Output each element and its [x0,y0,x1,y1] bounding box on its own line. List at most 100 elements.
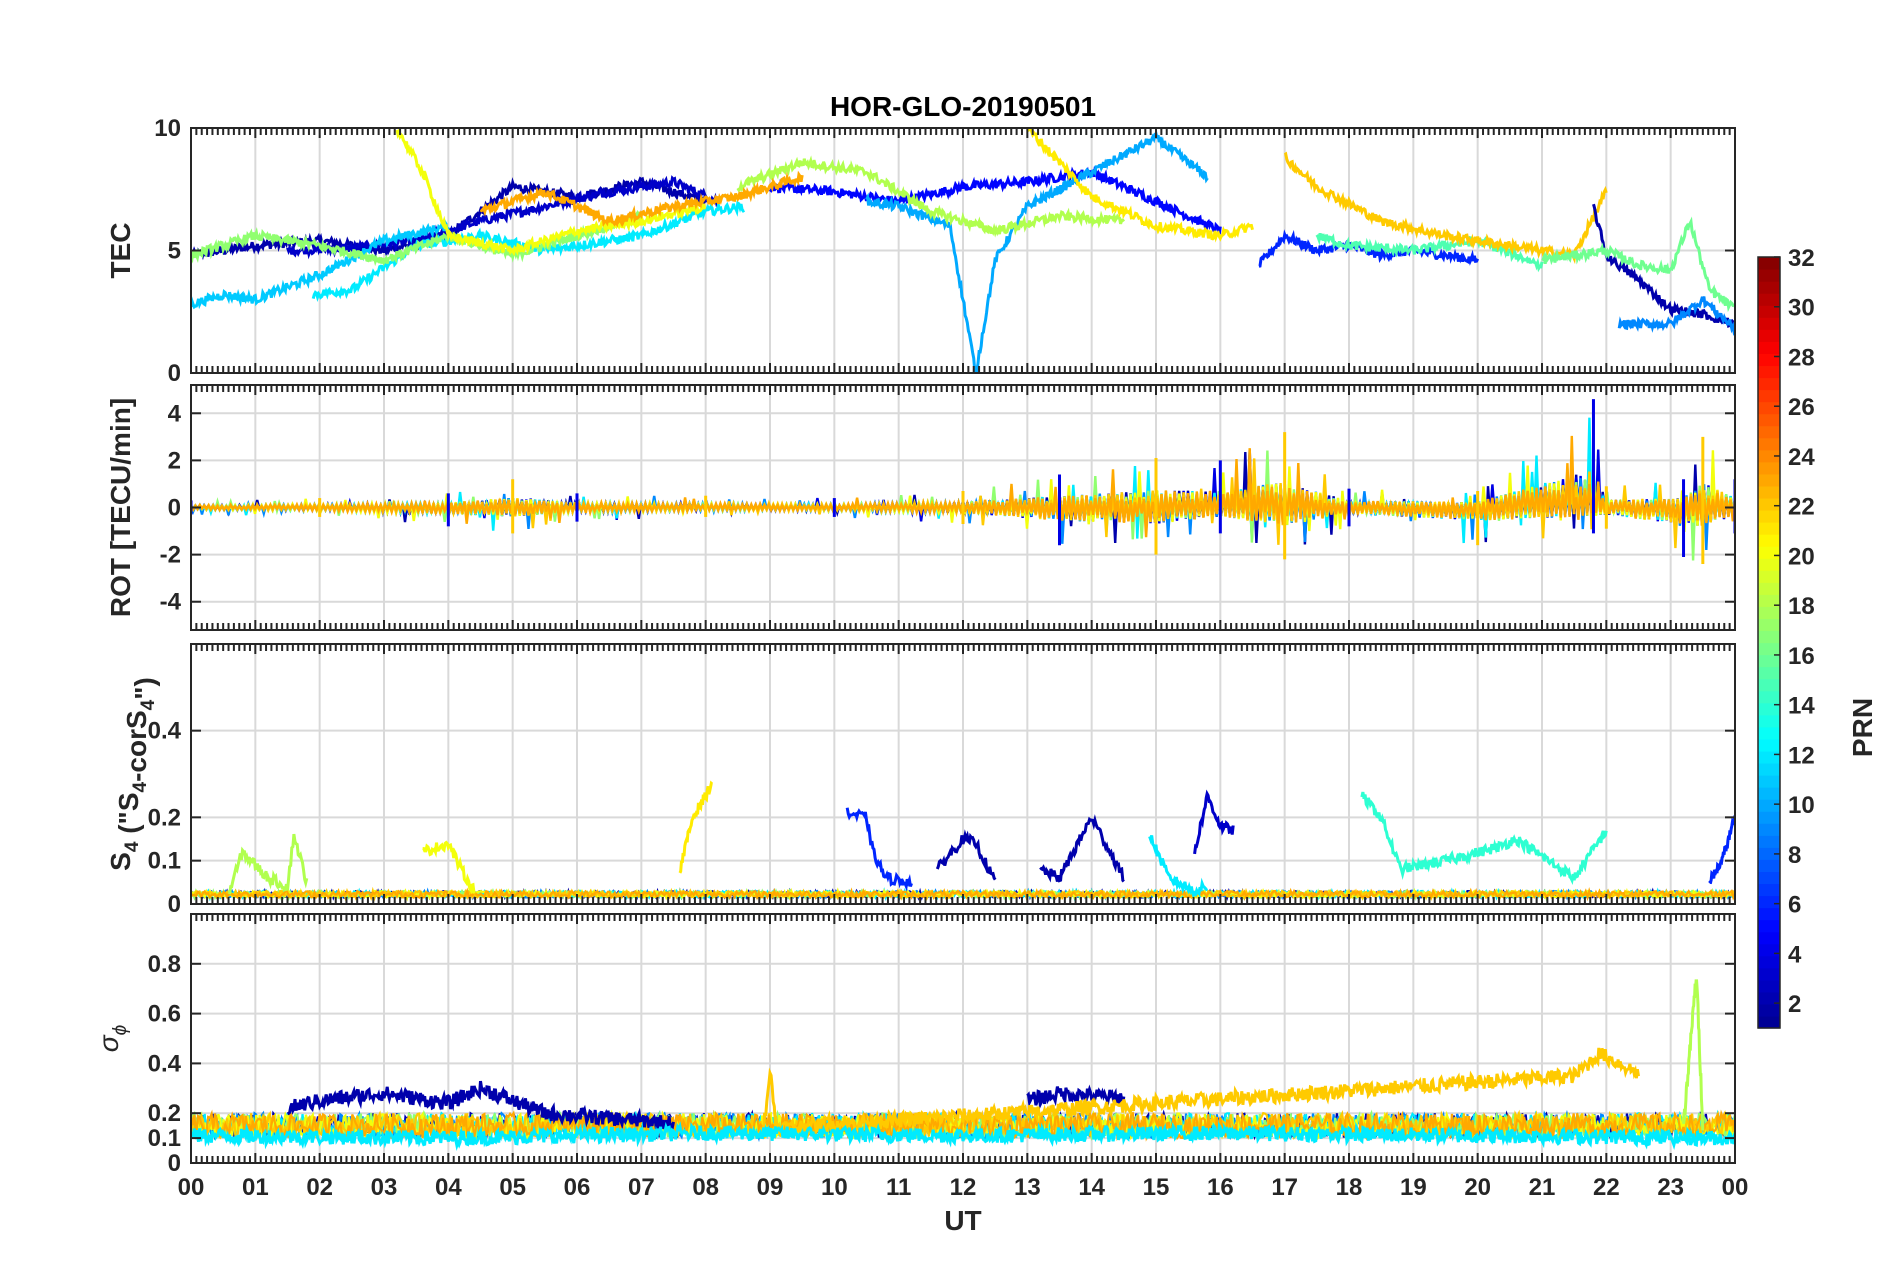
colorbar-tick-label: 28 [1788,344,1815,371]
colorbar-segment [1758,714,1780,728]
tec-series-prn-17 [191,210,643,267]
colorbar-segment [1758,437,1780,451]
colorbar-segment [1758,546,1780,559]
y-tick-label: 0.6 [148,1001,181,1028]
colorbar-segment [1758,509,1780,523]
tec-series-prn-18 [736,155,1126,238]
colorbar-segment [1758,726,1780,740]
colorbar-segment [1758,1003,1780,1017]
sigma-series-prn-12 [191,1121,1735,1152]
colorbar-segment [1758,305,1780,318]
x-tick-label: 03 [371,1174,398,1201]
colorbar-tick-label: 16 [1788,643,1815,670]
colorbar-segment [1758,257,1780,270]
y-tick-label: 0.4 [148,1050,182,1077]
x-tick-label: 14 [1078,1174,1105,1201]
y-tick-label: 0.2 [148,804,181,831]
y-tick-label: 0 [168,360,181,387]
x-tick-label: 21 [1529,1174,1556,1201]
colorbar-segment [1758,762,1780,776]
y-tick-label: 0.8 [148,951,181,978]
y-tick-label: 0.1 [148,1125,181,1152]
colorbar-segment [1758,401,1780,415]
colorbar-tick-label: 4 [1788,941,1802,968]
colorbar-segment [1758,931,1780,945]
colorbar-tick-label: 24 [1788,444,1815,471]
tec-series-prn-20 [395,128,707,257]
s4-series-prn-2 [1039,814,1125,883]
colorbar-tick-label: 30 [1788,295,1815,322]
colorbar-segment [1758,425,1780,439]
colorbar-segment [1758,413,1780,427]
s4-series-prn-2 [935,829,997,881]
colorbar-tick-label: 2 [1788,991,1801,1018]
colorbar-segment [1758,991,1780,1005]
x-tick-label: 09 [757,1174,784,1201]
colorbar-segment [1758,666,1780,680]
colorbar-segment [1758,871,1780,885]
colorbar-segment [1758,269,1780,282]
x-tick-label: 22 [1593,1174,1620,1201]
colorbar-segment [1758,534,1780,547]
y-tick-label: 0.4 [148,718,182,745]
colorbar-segment [1758,799,1780,812]
y-tick-label: 0 [168,495,181,522]
y-tick-label: 2 [168,447,181,474]
chart-title: HOR-GLO-20190501 [830,91,1096,122]
tec-series-prn-5 [768,166,1222,235]
colorbar-segment [1758,293,1780,306]
colorbar-tick-label: 26 [1788,394,1815,421]
colorbar-segment [1758,329,1780,342]
s4-series-prn-6 [1708,815,1735,885]
colorbar-segment [1758,642,1780,656]
panel-rot: -4 -2 0 2 4 ROT [TECU/min] [105,384,1736,631]
sigma-series-prn-18 [1682,979,1705,1131]
colorbar-segment [1758,943,1780,957]
colorbar-segment [1758,750,1780,764]
colorbar-segment [1758,618,1780,632]
colorbar-segment [1758,317,1780,330]
x-axis-label: UT [944,1205,981,1236]
y-axis-label-tec: TEC [105,223,136,279]
y-tick-label: -4 [160,589,182,616]
colorbar-segment [1758,883,1780,897]
y-tick-label: -2 [160,542,181,569]
tec-series-prn-23 [479,170,804,228]
x-tick-label: 11 [886,1174,911,1201]
colorbar-tick-label: 8 [1788,842,1801,869]
tec-series-prn-22 [1283,151,1608,265]
x-tick-label: 08 [692,1174,719,1201]
x-tick-label: 17 [1271,1174,1298,1201]
colorbar-tick-label: 18 [1788,593,1815,620]
s4-series-prn-3 [1193,789,1235,855]
y-tick-label: 0 [168,891,181,918]
sigma-series-prn-2 [286,1080,675,1132]
colorbar-segment [1758,678,1780,692]
colorbar-segment [1758,967,1780,981]
panel-s4: 0 0.1 0.2 0.4S4 ("S4-corS4") [105,643,1736,918]
sigma-series-prn-22 [762,1047,1640,1139]
x-tick-label: 18 [1336,1174,1363,1201]
x-tick-label: 13 [1014,1174,1041,1201]
plot-area-rot [191,399,1735,565]
y-axis-label-rot: ROT [TECU/min] [105,398,136,617]
colorbar-segment [1758,859,1780,872]
x-tick-label: 20 [1464,1174,1491,1201]
colorbar-segment [1758,389,1780,403]
colorbar-segment [1758,690,1780,704]
colorbar-segment [1758,895,1780,909]
s4-series-prn-21 [678,780,714,874]
y-tick-label: 0 [168,1150,181,1177]
colorbar-segment [1758,582,1780,595]
y-tick-label: 4 [168,400,182,427]
colorbar-segment [1758,606,1780,620]
colorbar-segment [1758,907,1780,921]
colorbar-segment [1758,1015,1780,1029]
x-tick-label: 06 [564,1174,591,1201]
colorbar-box [1757,256,1781,1029]
colorbar-segment [1758,654,1780,668]
plot-area-tec [191,128,1735,373]
colorbar-segment [1758,979,1780,993]
s4-series-prn-18 [228,833,309,895]
tec-series-prn-21 [1027,128,1254,243]
